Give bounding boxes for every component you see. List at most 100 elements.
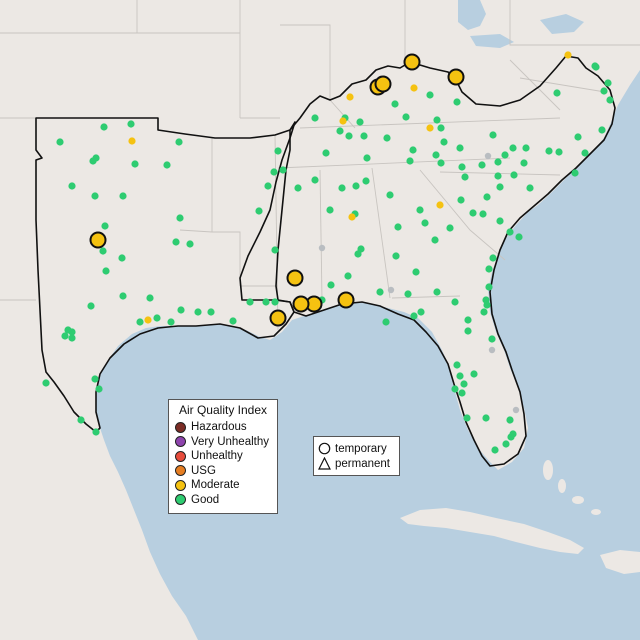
site-marker-good[interactable] xyxy=(574,133,582,141)
site-marker-good[interactable] xyxy=(172,238,180,246)
site-marker-moderate-temporary[interactable] xyxy=(286,269,304,287)
site-marker-good[interactable] xyxy=(489,254,497,262)
site-marker-good[interactable] xyxy=(453,361,461,369)
site-marker-good[interactable] xyxy=(553,89,561,97)
site-marker-good[interactable] xyxy=(520,159,528,167)
site-marker-good[interactable] xyxy=(68,182,76,190)
site-marker-good[interactable] xyxy=(496,217,504,225)
site-marker-good[interactable] xyxy=(336,127,344,135)
site-marker-good[interactable] xyxy=(356,118,364,126)
site-marker-good[interactable] xyxy=(119,292,127,300)
site-marker-good[interactable] xyxy=(175,138,183,146)
site-marker-good[interactable] xyxy=(101,222,109,230)
site-marker-good[interactable] xyxy=(451,385,459,393)
site-marker-moderate[interactable] xyxy=(426,124,434,132)
site-marker-good[interactable] xyxy=(99,247,107,255)
site-marker-good[interactable] xyxy=(131,160,139,168)
site-marker-good[interactable] xyxy=(600,87,608,95)
site-marker-good[interactable] xyxy=(383,134,391,142)
site-marker-good[interactable] xyxy=(127,120,135,128)
site-marker-good[interactable] xyxy=(478,161,486,169)
site-marker-good[interactable] xyxy=(485,265,493,273)
site-marker-good[interactable] xyxy=(598,126,606,134)
site-marker-good[interactable] xyxy=(344,272,352,280)
site-marker-good[interactable] xyxy=(274,147,282,155)
site-marker-good[interactable] xyxy=(479,210,487,218)
site-marker-good[interactable] xyxy=(271,246,279,254)
site-marker-good[interactable] xyxy=(433,116,441,124)
site-marker-moderate[interactable] xyxy=(339,117,347,125)
site-marker-good[interactable] xyxy=(460,380,468,388)
site-marker-good[interactable] xyxy=(404,290,412,298)
site-marker-good[interactable] xyxy=(606,96,614,104)
site-marker-good[interactable] xyxy=(327,281,335,289)
site-marker-good[interactable] xyxy=(354,250,362,258)
site-marker-good[interactable] xyxy=(412,268,420,276)
site-marker-good[interactable] xyxy=(506,416,514,424)
site-marker-good[interactable] xyxy=(167,318,175,326)
site-marker-good[interactable] xyxy=(363,154,371,162)
site-marker-good[interactable] xyxy=(494,172,502,180)
site-marker-good[interactable] xyxy=(591,62,599,70)
site-marker-good[interactable] xyxy=(246,298,254,306)
site-marker-good[interactable] xyxy=(255,207,263,215)
site-marker-good[interactable] xyxy=(451,298,459,306)
site-marker-good[interactable] xyxy=(522,144,530,152)
site-marker-good[interactable] xyxy=(91,375,99,383)
site-marker-good[interactable] xyxy=(509,144,517,152)
site-marker-good[interactable] xyxy=(338,184,346,192)
site-marker-good[interactable] xyxy=(483,193,491,201)
site-marker-good[interactable] xyxy=(456,372,464,380)
site-marker-good[interactable] xyxy=(360,132,368,140)
site-marker-good[interactable] xyxy=(68,334,76,342)
site-marker-unavailable[interactable] xyxy=(318,244,326,252)
site-marker-good[interactable] xyxy=(176,214,184,222)
site-marker-moderate[interactable] xyxy=(436,201,444,209)
site-marker-good[interactable] xyxy=(186,240,194,248)
site-marker-good[interactable] xyxy=(545,147,553,155)
site-marker-good[interactable] xyxy=(463,414,471,422)
site-marker-good[interactable] xyxy=(433,288,441,296)
site-marker-good[interactable] xyxy=(456,144,464,152)
site-marker-good[interactable] xyxy=(432,151,440,159)
site-marker-moderate-temporary[interactable] xyxy=(337,291,355,309)
site-marker-good[interactable] xyxy=(506,228,514,236)
site-marker-good[interactable] xyxy=(469,209,477,217)
site-marker-good[interactable] xyxy=(271,298,279,306)
site-marker-good[interactable] xyxy=(483,301,491,309)
site-marker-good[interactable] xyxy=(581,149,589,157)
site-marker-good[interactable] xyxy=(480,308,488,316)
site-marker-moderate[interactable] xyxy=(346,93,354,101)
site-marker-good[interactable] xyxy=(421,219,429,227)
site-marker-good[interactable] xyxy=(92,154,100,162)
site-marker-good[interactable] xyxy=(229,317,237,325)
site-marker-good[interactable] xyxy=(322,149,330,157)
site-marker-unavailable[interactable] xyxy=(387,286,395,294)
site-marker-good[interactable] xyxy=(392,252,400,260)
site-marker-good[interactable] xyxy=(362,177,370,185)
site-marker-good[interactable] xyxy=(571,169,579,177)
site-marker-good[interactable] xyxy=(604,79,612,87)
site-marker-good[interactable] xyxy=(485,283,493,291)
site-marker-good[interactable] xyxy=(77,416,85,424)
site-marker-good[interactable] xyxy=(294,184,302,192)
site-marker-good[interactable] xyxy=(457,196,465,204)
site-marker-good[interactable] xyxy=(177,306,185,314)
site-marker-good[interactable] xyxy=(382,318,390,326)
site-marker-good[interactable] xyxy=(61,332,69,340)
site-marker-good[interactable] xyxy=(440,138,448,146)
site-marker-good[interactable] xyxy=(394,223,402,231)
site-marker-good[interactable] xyxy=(118,254,126,262)
site-marker-good[interactable] xyxy=(194,308,202,316)
site-marker-moderate-temporary[interactable] xyxy=(269,309,287,327)
site-marker-good[interactable] xyxy=(391,100,399,108)
site-marker-good[interactable] xyxy=(163,161,171,169)
site-marker-good[interactable] xyxy=(326,206,334,214)
site-marker-good[interactable] xyxy=(417,308,425,316)
site-marker-good[interactable] xyxy=(502,440,510,448)
site-marker-good[interactable] xyxy=(437,159,445,167)
site-marker-moderate[interactable] xyxy=(410,84,418,92)
site-marker-good[interactable] xyxy=(458,389,466,397)
site-marker-good[interactable] xyxy=(416,206,424,214)
site-marker-good[interactable] xyxy=(496,183,504,191)
